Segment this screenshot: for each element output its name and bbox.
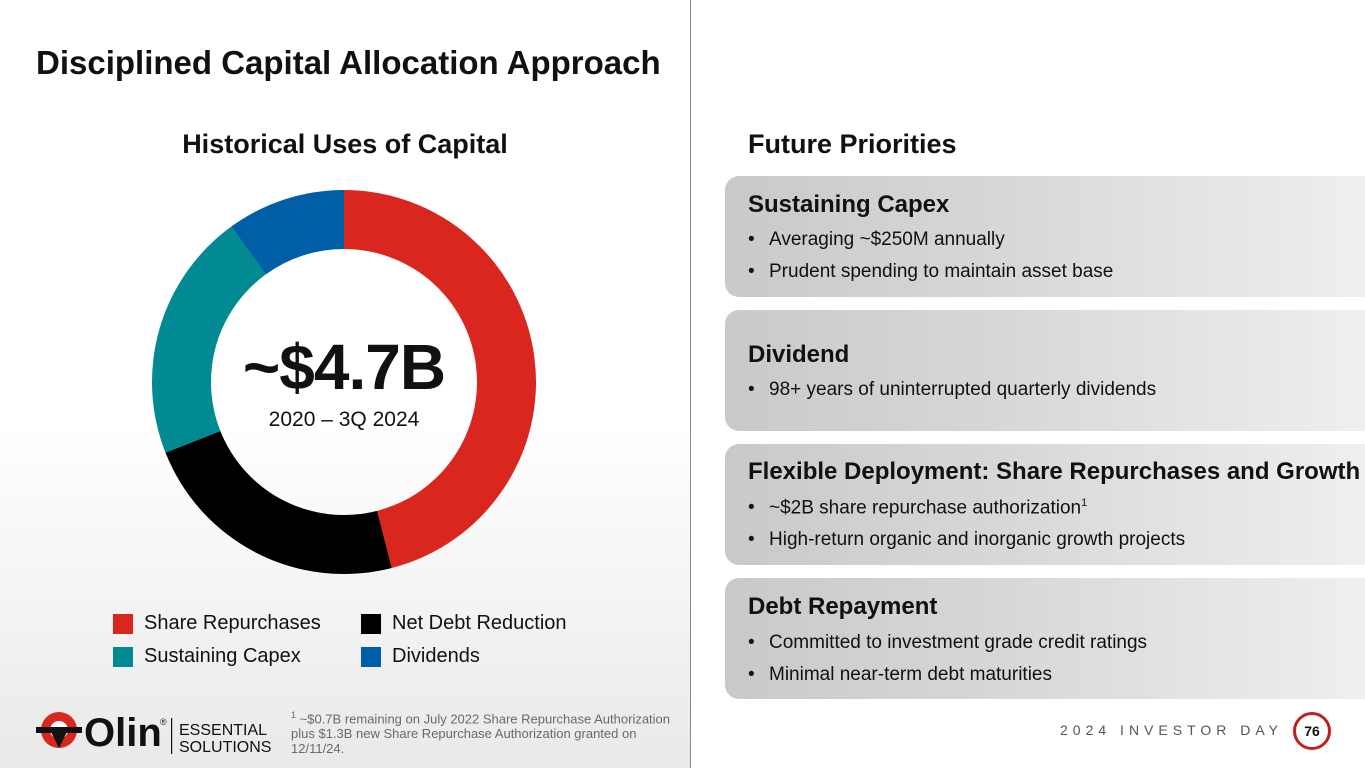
legend-item-net-debt-reduction: Net Debt Reduction	[361, 612, 567, 635]
donut-slice-net-debt-reduction	[165, 430, 392, 574]
legend-swatch-dividends	[361, 646, 381, 667]
future-section-title: Future Priorities	[748, 129, 957, 159]
legend-item-sustaining-capex: Sustaining Capex	[113, 645, 301, 668]
legend-label: Sustaining Capex	[144, 645, 301, 667]
footnote: 1 ~$0.7B remaining on July 2022 Share Re…	[291, 708, 686, 756]
page-number-badge: 76	[1293, 712, 1331, 750]
priority-bullet: • Committed to investment grade credit ra…	[748, 632, 1148, 653]
footer-event-label: 2024 INVESTOR DAY	[1060, 722, 1283, 738]
legend-label: Share Repurchases	[144, 612, 321, 634]
footnote-text: ~$0.7B remaining on July 2022 Share Repu…	[291, 711, 671, 757]
legend-swatch-net-debt-reduction	[361, 613, 381, 634]
legend-item-share-repurchases: Share Repurchases	[113, 612, 321, 635]
donut-slice-dividends	[231, 190, 344, 275]
priority-card-sustaining-capex: Sustaining Capex • Averaging ~$250M annua…	[725, 176, 1365, 297]
legend-label: Net Debt Reduction	[392, 612, 567, 634]
left-panel	[0, 0, 690, 768]
historical-section-title: Historical Uses of Capital	[182, 129, 508, 159]
priority-card-title: Sustaining Capex	[748, 191, 950, 218]
priority-bullet: • 98+ years of uninterrupted quarterly di…	[748, 379, 1157, 400]
donut-center-period: 2020 – 3Q 2024	[268, 408, 420, 431]
priority-card-flexible-deployment: Flexible Deployment: Share Repurchases a…	[725, 444, 1365, 565]
olin-o-mark-icon	[36, 712, 82, 748]
logo-wordmark: Olin	[84, 711, 162, 755]
panel-divider	[690, 0, 691, 768]
page-title: Disciplined Capital Allocation Approach	[36, 44, 661, 81]
priority-bullet: • Prudent spending to maintain asset base	[748, 261, 1114, 282]
capital-uses-donut-chart	[151, 190, 537, 574]
priority-bullet: • High-return organic and inorganic growt…	[748, 529, 1186, 550]
logo-tagline-2: SOLUTIONS	[179, 739, 271, 756]
donut-slice-sustaining-capex	[151, 226, 266, 453]
logo-registered-mark: ®	[160, 717, 167, 727]
legend-swatch-sustaining-capex	[113, 646, 133, 667]
priority-card-title: Dividend	[748, 341, 850, 368]
legend-label: Dividends	[392, 645, 480, 667]
olin-logo: Olin ® ESSENTIAL SOLUTIONS	[36, 711, 271, 756]
priority-card-dividend: Dividend • 98+ years of uninterrupted qua…	[725, 310, 1365, 431]
priority-bullet: • Minimal near-term debt maturities	[748, 664, 1052, 685]
priority-bullet: • ~$2B share repurchase authorization1	[748, 497, 1088, 519]
donut-slice-share-repurchases	[344, 190, 537, 568]
legend-swatch-share-repurchases	[113, 613, 133, 634]
donut-center-total: ~$4.7B	[242, 331, 446, 403]
legend-item-dividends: Dividends	[361, 645, 480, 668]
priority-card-title: Flexible Deployment: Share Repurchases a…	[748, 458, 1361, 485]
footnote-marker: 1	[291, 710, 297, 720]
logo-tagline-1: ESSENTIAL	[179, 722, 267, 739]
priority-card-debt-repayment: Debt Repayment • Committed to investment …	[725, 578, 1365, 699]
priority-bullet: • Averaging ~$250M annually	[748, 229, 1005, 250]
footnote-ref: 1	[1081, 497, 1088, 509]
priority-card-title: Debt Repayment	[748, 593, 938, 620]
